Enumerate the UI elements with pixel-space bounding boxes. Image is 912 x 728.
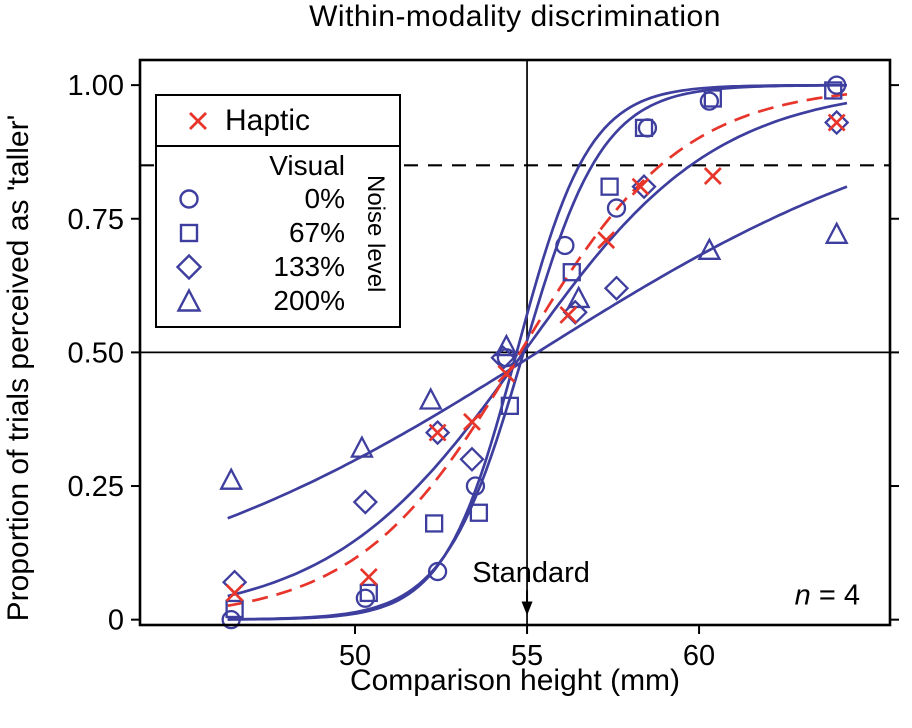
legend-item-noise-67: 67% <box>167 216 359 250</box>
legend-item-noise-133: 133% <box>167 250 359 284</box>
diamond-data-marker <box>459 446 485 472</box>
circle-data-marker <box>355 588 375 608</box>
diamond-data-marker <box>221 569 248 595</box>
x-tick-label: 60 <box>683 640 715 672</box>
circle-data-marker <box>427 561 448 582</box>
x-data-marker <box>597 231 616 250</box>
y-tick-label: 0 <box>108 605 124 637</box>
legend-visual-label: Visual <box>269 150 345 181</box>
square-data-marker <box>600 177 619 196</box>
triangle-marker-icon <box>167 286 211 316</box>
standard-arrowhead <box>521 601 533 616</box>
haptic-curve <box>227 92 848 608</box>
fit-curves <box>227 83 848 621</box>
triangle-data-marker <box>418 387 443 410</box>
diamond-data-marker <box>424 419 451 446</box>
visual-200-noise-curve <box>227 185 848 520</box>
legend-visual-section: Visual 0% 67% 133% <box>167 150 389 318</box>
square-marker-icon <box>167 218 211 248</box>
circle-data-marker <box>221 610 241 630</box>
square-data-marker <box>703 89 722 108</box>
legend-noise-level-label: Noise level <box>362 175 389 293</box>
square-data-marker <box>500 396 519 415</box>
circle-data-marker <box>465 476 486 496</box>
diamond-data-marker <box>352 489 378 515</box>
x-data-marker <box>463 412 481 431</box>
x-data-marker <box>631 177 650 196</box>
x-data-marker <box>827 113 846 132</box>
legend-divider <box>157 145 399 147</box>
triangle-data-marker <box>566 285 591 309</box>
circle-data-marker <box>606 198 627 218</box>
legend-noise-200-label: 200% <box>273 285 345 316</box>
square-data-marker <box>225 599 244 619</box>
chart-title: Within-modality discrimination <box>309 0 721 33</box>
circle-marker-icon <box>167 184 211 214</box>
x-data-marker <box>225 583 244 602</box>
legend: Haptic Visual 0% 67% <box>155 94 401 328</box>
circle-data-marker <box>555 235 575 256</box>
x-axis-label: Comparison height (mm) <box>349 664 681 697</box>
triangle-data-marker <box>824 221 849 244</box>
square-data-marker <box>425 514 444 533</box>
legend-item-noise-0: 0% <box>167 182 359 216</box>
y-tick-label: 0.75 <box>68 204 124 236</box>
legend-item-haptic: Haptic <box>167 100 389 142</box>
legend-noise-133-label: 133% <box>273 251 345 282</box>
y-tick-label: 0.25 <box>68 471 124 503</box>
diamond-marker-icon <box>167 252 211 282</box>
square-data-marker <box>824 81 843 100</box>
triangle-data-marker <box>349 435 374 458</box>
x-data-marker <box>703 167 722 185</box>
triangle-data-marker <box>697 237 722 260</box>
y-axis-label: Proportion of trials perceived as 'talle… <box>2 114 35 622</box>
x-tick-label: 55 <box>511 640 543 672</box>
circle-data-marker <box>637 118 658 138</box>
visual-67-noise-curve <box>227 83 847 621</box>
legend-item-noise-200: 200% <box>167 284 359 318</box>
triangle-data-marker <box>494 333 519 357</box>
axes: 50 55 60 0 0.25 0.50 0.75 1.00 <box>68 58 899 672</box>
x-data-marker <box>497 364 516 383</box>
circle-data-marker <box>827 75 847 95</box>
square-data-marker <box>469 503 489 522</box>
x-data-marker <box>359 567 378 586</box>
y-tick-label: 0.50 <box>68 337 124 369</box>
legend-haptic-label: Haptic <box>225 104 311 137</box>
x-tick-label: 50 <box>339 640 371 672</box>
x-data-marker <box>559 306 578 324</box>
legend-noise-0-label: 0% <box>304 183 345 214</box>
visual-133-noise-curve <box>227 101 848 598</box>
x-data-marker <box>428 423 447 442</box>
standard-annotation: Standard <box>472 557 590 589</box>
triangle-data-marker <box>219 467 244 490</box>
diamond-data-marker <box>603 275 630 301</box>
circle-data-marker <box>699 91 720 111</box>
square-data-marker <box>634 118 654 138</box>
sample-size-annotation: n = 4 <box>795 580 860 612</box>
legend-noise-67-label: 67% <box>288 217 345 248</box>
diamond-data-marker <box>824 109 850 136</box>
y-tick-label: 1.00 <box>68 70 124 102</box>
annotations: Standard n = 4 <box>472 557 860 616</box>
haptic-x-marker-icon <box>189 112 207 130</box>
square-data-marker <box>359 583 378 603</box>
data-markers <box>219 75 850 630</box>
square-data-marker <box>562 263 581 282</box>
